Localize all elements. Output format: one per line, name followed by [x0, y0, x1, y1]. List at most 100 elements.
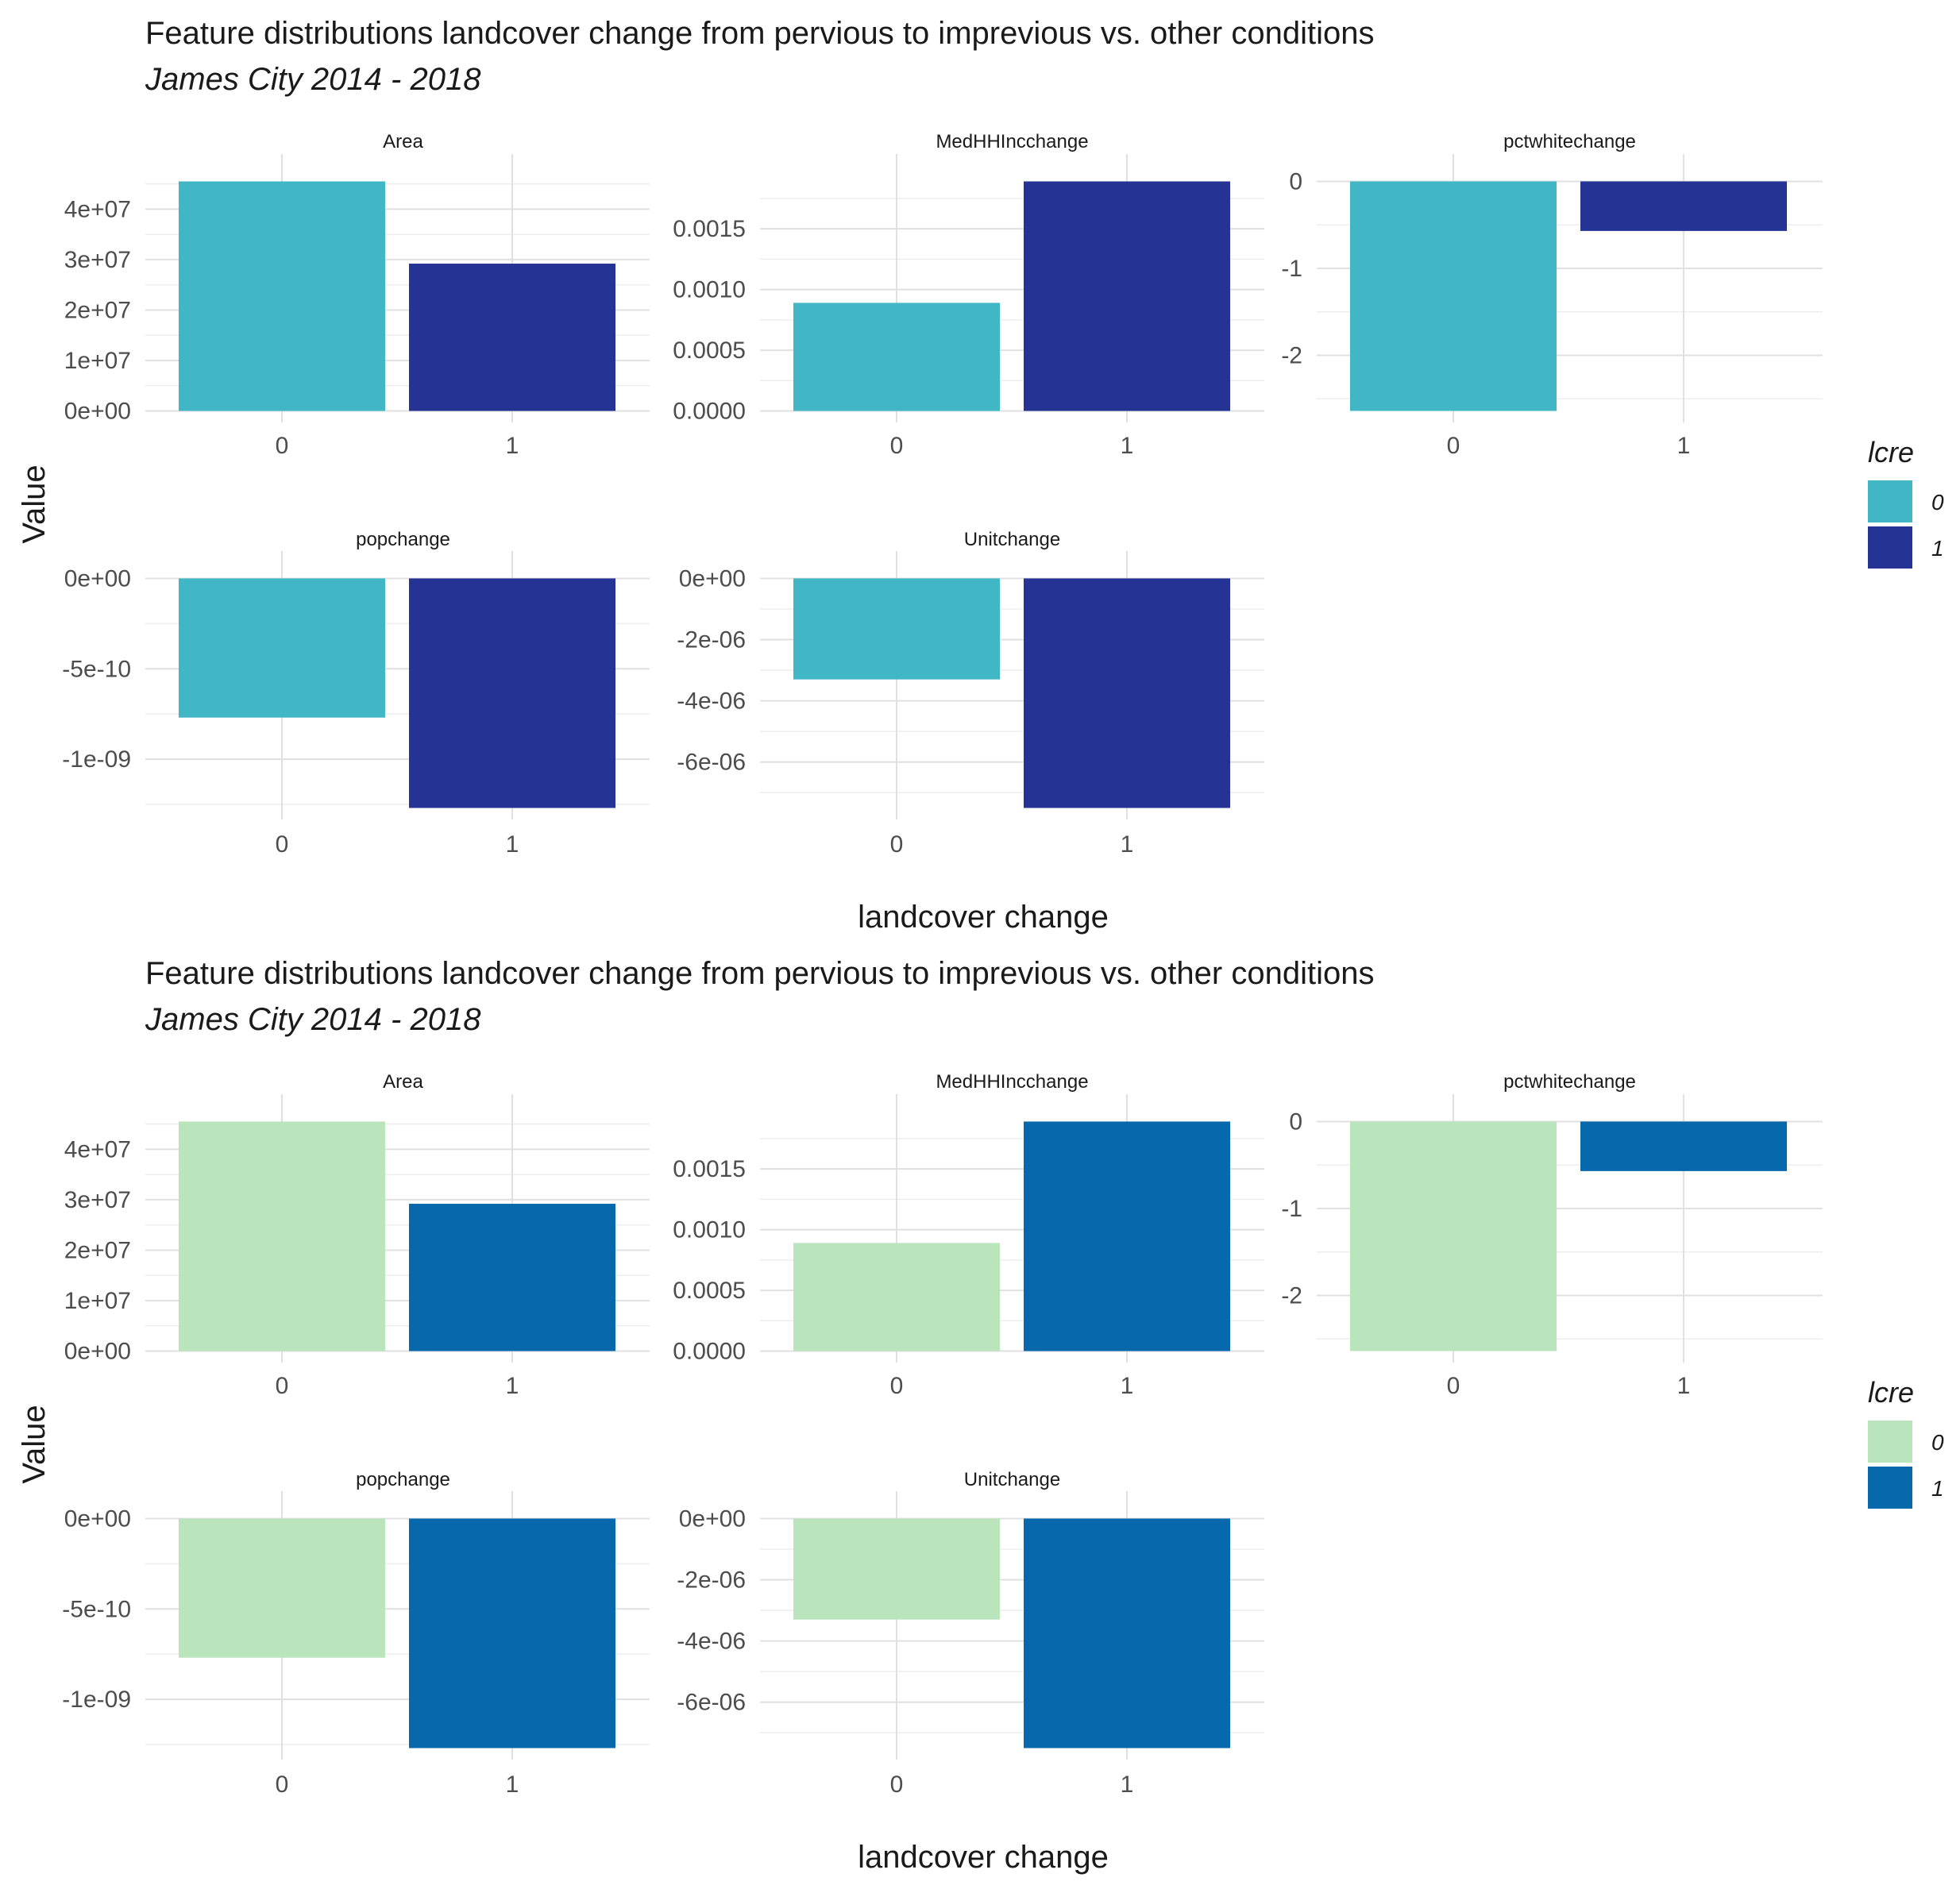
- legend: lcre 0 1: [1868, 436, 1944, 569]
- y-tick-label: 4e+07: [64, 196, 131, 222]
- y-tick-label: -2e-06: [677, 627, 746, 653]
- facet-strip-label: Unitchange: [964, 1469, 1060, 1490]
- x-tick-label: 0: [890, 433, 904, 459]
- y-tick-label: 0.0010: [673, 277, 746, 303]
- y-tick-label: 0: [1289, 168, 1302, 195]
- x-tick-label: 1: [1677, 1373, 1691, 1399]
- panel-Unitchange: 0e+00 -2e-06 -4e-06 -6e-06 0 1 Unitchange: [677, 1469, 1264, 1798]
- chart-subtitle: James City 2014 - 2018: [145, 62, 481, 97]
- y-tick-label: -1: [1281, 256, 1302, 282]
- bar-MedHHIncchange-1: [1024, 181, 1230, 411]
- y-tick-label: 0e+00: [64, 1505, 131, 1532]
- x-tick-label: 0: [276, 1373, 289, 1399]
- x-tick-label: 0: [890, 831, 904, 858]
- chart-title: Feature distributions landcover change f…: [145, 956, 1374, 991]
- bar-MedHHIncchange-1: [1024, 1121, 1230, 1351]
- chart-title: Feature distributions landcover change f…: [145, 16, 1374, 51]
- y-tick-label: -1e-09: [62, 1687, 131, 1713]
- y-tick-label: -6e-06: [677, 750, 746, 776]
- panel-popchange: 0e+00 -5e-10 -1e-09 0 1 popchange: [62, 1469, 650, 1798]
- y-tick-label: -2: [1281, 342, 1302, 368]
- legend-title: lcre: [1868, 1376, 1914, 1409]
- legend-key-0: [1868, 1421, 1912, 1463]
- panel-MedHHIncchange: 0.0000 0.0005 0.0010 0.0015 0 1 MedHHIncchange: [673, 1071, 1264, 1399]
- bar-Unitchange-0: [793, 1518, 1000, 1620]
- panel-Area: 0e+00 1e+07 2e+07 3e+07 4e+07 0 1 Area: [64, 1071, 650, 1399]
- legend-key-0: [1868, 480, 1912, 522]
- panel-pctwhitechange: 0 -1 -2 0 1 pctwhitechange: [1281, 131, 1823, 459]
- bar-pctwhitechange-0: [1350, 181, 1557, 411]
- y-tick-label: 0e+00: [64, 565, 131, 592]
- y-tick-label: 2e+07: [64, 297, 131, 323]
- legend-label-1: 1: [1931, 536, 1944, 561]
- figure-1: Feature distributions landcover change f…: [17, 16, 1944, 935]
- y-tick-label: -4e-06: [677, 1629, 746, 1655]
- y-tick-label: -5e-10: [62, 656, 131, 682]
- y-tick-label: 3e+07: [64, 1187, 131, 1213]
- bar-pctwhitechange-0: [1350, 1121, 1557, 1351]
- y-tick-label: 0.0015: [673, 216, 746, 242]
- bar-popchange-0: [179, 578, 385, 718]
- bar-Area-0: [179, 1121, 385, 1351]
- y-tick-label: 2e+07: [64, 1237, 131, 1263]
- y-tick-label: 0e+00: [64, 399, 131, 425]
- x-tick-label: 1: [506, 1373, 519, 1399]
- panel-popchange: 0e+00 -5e-10 -1e-09 0 1 popchange: [62, 529, 650, 858]
- figure-2: Feature distributions landcover change f…: [17, 956, 1944, 1875]
- x-tick-label: 0: [276, 831, 289, 858]
- y-tick-label: 0e+00: [679, 1505, 746, 1532]
- legend-key-1: [1868, 526, 1912, 569]
- bar-Unitchange-1: [1024, 578, 1230, 808]
- bar-MedHHIncchange-0: [793, 303, 1000, 411]
- x-tick-label: 0: [276, 433, 289, 459]
- x-tick-label: 0: [890, 1771, 904, 1798]
- bar-popchange-1: [409, 1518, 615, 1748]
- facet-strip-label: pctwhitechange: [1503, 1071, 1636, 1093]
- bar-pctwhitechange-1: [1580, 1121, 1787, 1171]
- y-tick-label: 0.0000: [673, 1339, 746, 1365]
- y-tick-label: -6e-06: [677, 1690, 746, 1716]
- y-tick-label: 0.0000: [673, 399, 746, 425]
- chart-subtitle: James City 2014 - 2018: [145, 1002, 481, 1037]
- y-tick-label: 0.0005: [673, 337, 746, 364]
- y-tick-label: 1e+07: [64, 1288, 131, 1314]
- y-tick-label: 0e+00: [64, 1339, 131, 1365]
- y-tick-label: 0.0010: [673, 1217, 746, 1243]
- x-tick-label: 1: [1121, 433, 1134, 459]
- x-tick-label: 0: [1447, 1373, 1460, 1399]
- legend-key-1: [1868, 1467, 1912, 1509]
- facet-strip-label: popchange: [356, 1469, 450, 1490]
- facet-strip-label: MedHHIncchange: [936, 1071, 1088, 1093]
- bar-pctwhitechange-1: [1580, 181, 1787, 231]
- panel-Area: 0e+00 1e+07 2e+07 3e+07 4e+07 0 1 Area: [64, 131, 650, 459]
- bar-Area-1: [409, 264, 615, 411]
- y-axis-title: Value: [17, 465, 52, 543]
- x-axis-title: landcover change: [858, 1840, 1109, 1875]
- bar-Area-0: [179, 181, 385, 411]
- y-tick-label: 0: [1289, 1108, 1302, 1135]
- x-tick-label: 1: [1121, 1373, 1134, 1399]
- y-tick-label: -1e-09: [62, 746, 131, 773]
- x-tick-label: 0: [276, 1771, 289, 1798]
- y-tick-label: 3e+07: [64, 247, 131, 273]
- x-tick-label: 1: [506, 1771, 519, 1798]
- bar-MedHHIncchange-0: [793, 1243, 1000, 1351]
- y-tick-label: -4e-06: [677, 688, 746, 715]
- y-tick-label: 0e+00: [679, 565, 746, 592]
- bar-popchange-1: [409, 578, 615, 808]
- y-tick-label: -2: [1281, 1282, 1302, 1309]
- bar-Unitchange-0: [793, 578, 1000, 680]
- y-tick-label: 1e+07: [64, 348, 131, 374]
- panel-Unitchange: 0e+00 -2e-06 -4e-06 -6e-06 0 1 Unitchange: [677, 529, 1264, 858]
- y-axis-title: Value: [17, 1405, 52, 1483]
- legend-label-1: 1: [1931, 1476, 1944, 1501]
- facet-strip-label: MedHHIncchange: [936, 131, 1088, 152]
- x-tick-label: 1: [1121, 1771, 1134, 1798]
- bar-Area-1: [409, 1204, 615, 1351]
- facet-strip-label: Area: [383, 1071, 423, 1093]
- legend-title: lcre: [1868, 436, 1914, 468]
- x-tick-label: 1: [506, 433, 519, 459]
- y-tick-label: 0.0005: [673, 1278, 746, 1304]
- bar-Unitchange-1: [1024, 1518, 1230, 1748]
